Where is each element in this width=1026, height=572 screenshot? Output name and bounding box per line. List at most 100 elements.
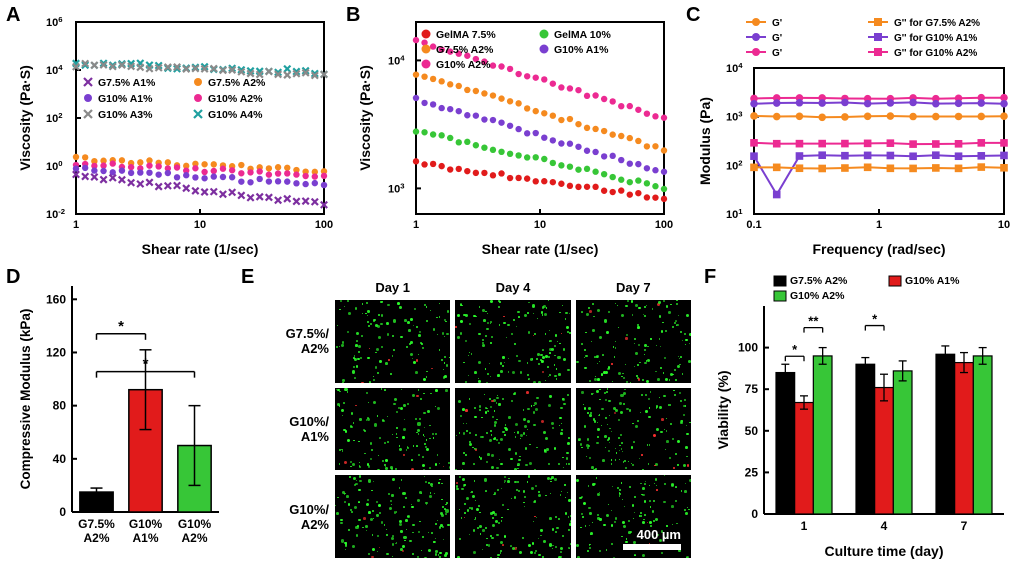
panel-F: F 0255075100Viability (%)Culture time (d… [712, 272, 1012, 562]
svg-text:Viscosity (Pa·S): Viscosity (Pa·S) [17, 65, 33, 171]
svg-text:G10% A1%: G10% A1% [98, 93, 153, 105]
svg-text:G10% A2%: G10% A2% [208, 93, 263, 105]
panel-E: E Day 1Day 4Day 7G7.5%/A2%G10%/A1%G10%/A… [249, 272, 692, 562]
svg-text:*: * [792, 342, 798, 357]
svg-text:G10%: G10% [129, 517, 163, 531]
svg-text:25: 25 [745, 465, 759, 479]
svg-text:103: 103 [388, 181, 405, 196]
svg-text:Compressive Modulus (kPa): Compressive Modulus (kPa) [18, 309, 33, 490]
svg-text:Shear rate (1/sec): Shear rate (1/sec) [482, 241, 599, 257]
col-header: Day 4 [455, 280, 570, 295]
panel-C-label: C [686, 4, 700, 27]
svg-text:G'' for G7.5% A2%: G'' for G7.5% A2% [894, 18, 980, 29]
col-header: Day 7 [576, 280, 691, 295]
micrograph [576, 388, 691, 471]
svg-text:160: 160 [46, 292, 66, 306]
svg-text:Modulus (Pa): Modulus (Pa) [697, 97, 713, 185]
panel-C: C 1011021031040.1110Frequency (rad/sec)M… [694, 10, 1014, 260]
svg-text:100: 100 [315, 219, 333, 231]
svg-text:GelMA 7.5%: GelMA 7.5% [436, 29, 496, 41]
svg-text:G10% A1%: G10% A1% [554, 44, 609, 56]
svg-text:10-2: 10-2 [46, 207, 65, 222]
svg-text:G10% A2%: G10% A2% [436, 59, 491, 71]
svg-text:103: 103 [726, 109, 743, 124]
svg-text:G': G' [772, 48, 782, 59]
svg-text:4: 4 [881, 519, 888, 533]
micrograph [455, 475, 570, 558]
svg-text:*: * [872, 312, 878, 327]
svg-text:Culture time (day): Culture time (day) [824, 543, 943, 559]
svg-text:G7.5% A2%: G7.5% A2% [208, 77, 266, 89]
svg-text:GelMA 10%: GelMA 10% [554, 29, 611, 41]
svg-text:80: 80 [53, 399, 67, 413]
svg-text:A2%: A2% [83, 531, 109, 545]
svg-text:120: 120 [46, 345, 66, 359]
svg-text:G10% A4%: G10% A4% [208, 109, 263, 121]
svg-text:G'' for G10% A2%: G'' for G10% A2% [894, 48, 977, 59]
svg-text:50: 50 [745, 424, 759, 438]
svg-text:**: ** [808, 314, 819, 329]
svg-text:102: 102 [46, 111, 63, 126]
panel-E-label: E [241, 266, 254, 289]
micrograph [576, 300, 691, 383]
svg-text:A1%: A1% [132, 531, 158, 545]
row-label: G10%/A1% [271, 415, 329, 445]
svg-text:10: 10 [194, 219, 206, 231]
row-label: G7.5%/A2% [271, 327, 329, 357]
panel-F-label: F [704, 266, 716, 289]
svg-text:40: 40 [53, 452, 67, 466]
svg-text:100: 100 [46, 159, 63, 174]
panel-A-label: A [6, 4, 20, 27]
svg-text:10: 10 [534, 219, 546, 231]
svg-text:Shear rate (1/sec): Shear rate (1/sec) [142, 241, 259, 257]
svg-text:0: 0 [751, 507, 758, 521]
svg-text:102: 102 [726, 158, 743, 173]
svg-text:0.1: 0.1 [746, 219, 761, 231]
svg-text:*: * [143, 356, 149, 373]
svg-text:G7.5% A2%: G7.5% A2% [436, 44, 494, 56]
micrograph: 400 µm [576, 475, 691, 558]
svg-text:G10% A3%: G10% A3% [98, 109, 153, 121]
micrograph [335, 300, 450, 383]
col-header: Day 1 [335, 280, 450, 295]
panel-B-label: B [346, 4, 360, 27]
panel-B: B 103104110100Shear rate (1/sec)Viscosit… [354, 10, 674, 260]
svg-text:A2%: A2% [181, 531, 207, 545]
svg-text:G7.5% A2%: G7.5% A2% [790, 275, 848, 287]
svg-text:Viability (%): Viability (%) [715, 370, 731, 449]
svg-text:104: 104 [726, 61, 743, 76]
micrograph [455, 300, 570, 383]
svg-text:7: 7 [961, 519, 968, 533]
svg-text:1: 1 [413, 219, 419, 231]
svg-text:Frequency (rad/sec): Frequency (rad/sec) [812, 241, 945, 257]
svg-text:G': G' [772, 18, 782, 29]
svg-text:104: 104 [46, 63, 63, 78]
svg-text:G': G' [772, 33, 782, 44]
svg-text:106: 106 [46, 15, 63, 30]
figure: A 10-2100102104106110100Shear rate (1/se… [0, 0, 1026, 572]
svg-text:G10% A2%: G10% A2% [790, 290, 845, 302]
svg-text:104: 104 [388, 53, 405, 68]
svg-text:1: 1 [73, 219, 79, 231]
svg-text:G10% A1%: G10% A1% [905, 275, 960, 287]
svg-text:1: 1 [876, 219, 882, 231]
panel-D: D 04080120160Compressive Modulus (kPa)G7… [14, 272, 229, 562]
svg-text:*: * [118, 318, 124, 335]
micrograph [335, 388, 450, 471]
row-label: G10%/A2% [271, 503, 329, 533]
svg-text:G7.5% A1%: G7.5% A1% [98, 77, 156, 89]
svg-text:101: 101 [726, 207, 743, 222]
svg-text:Viscosity (Pa·S): Viscosity (Pa·S) [357, 65, 373, 171]
svg-text:0: 0 [59, 505, 66, 519]
micrograph [455, 388, 570, 471]
svg-text:1: 1 [801, 519, 808, 533]
panel-A: A 10-2100102104106110100Shear rate (1/se… [14, 10, 334, 260]
micrograph [335, 475, 450, 558]
panel-D-label: D [6, 266, 20, 289]
svg-text:10: 10 [998, 219, 1010, 231]
svg-text:100: 100 [655, 219, 673, 231]
svg-text:G'' for G10% A1%: G'' for G10% A1% [894, 33, 977, 44]
svg-text:75: 75 [745, 382, 759, 396]
svg-text:G7.5%: G7.5% [78, 517, 115, 531]
svg-text:G10%: G10% [178, 517, 212, 531]
